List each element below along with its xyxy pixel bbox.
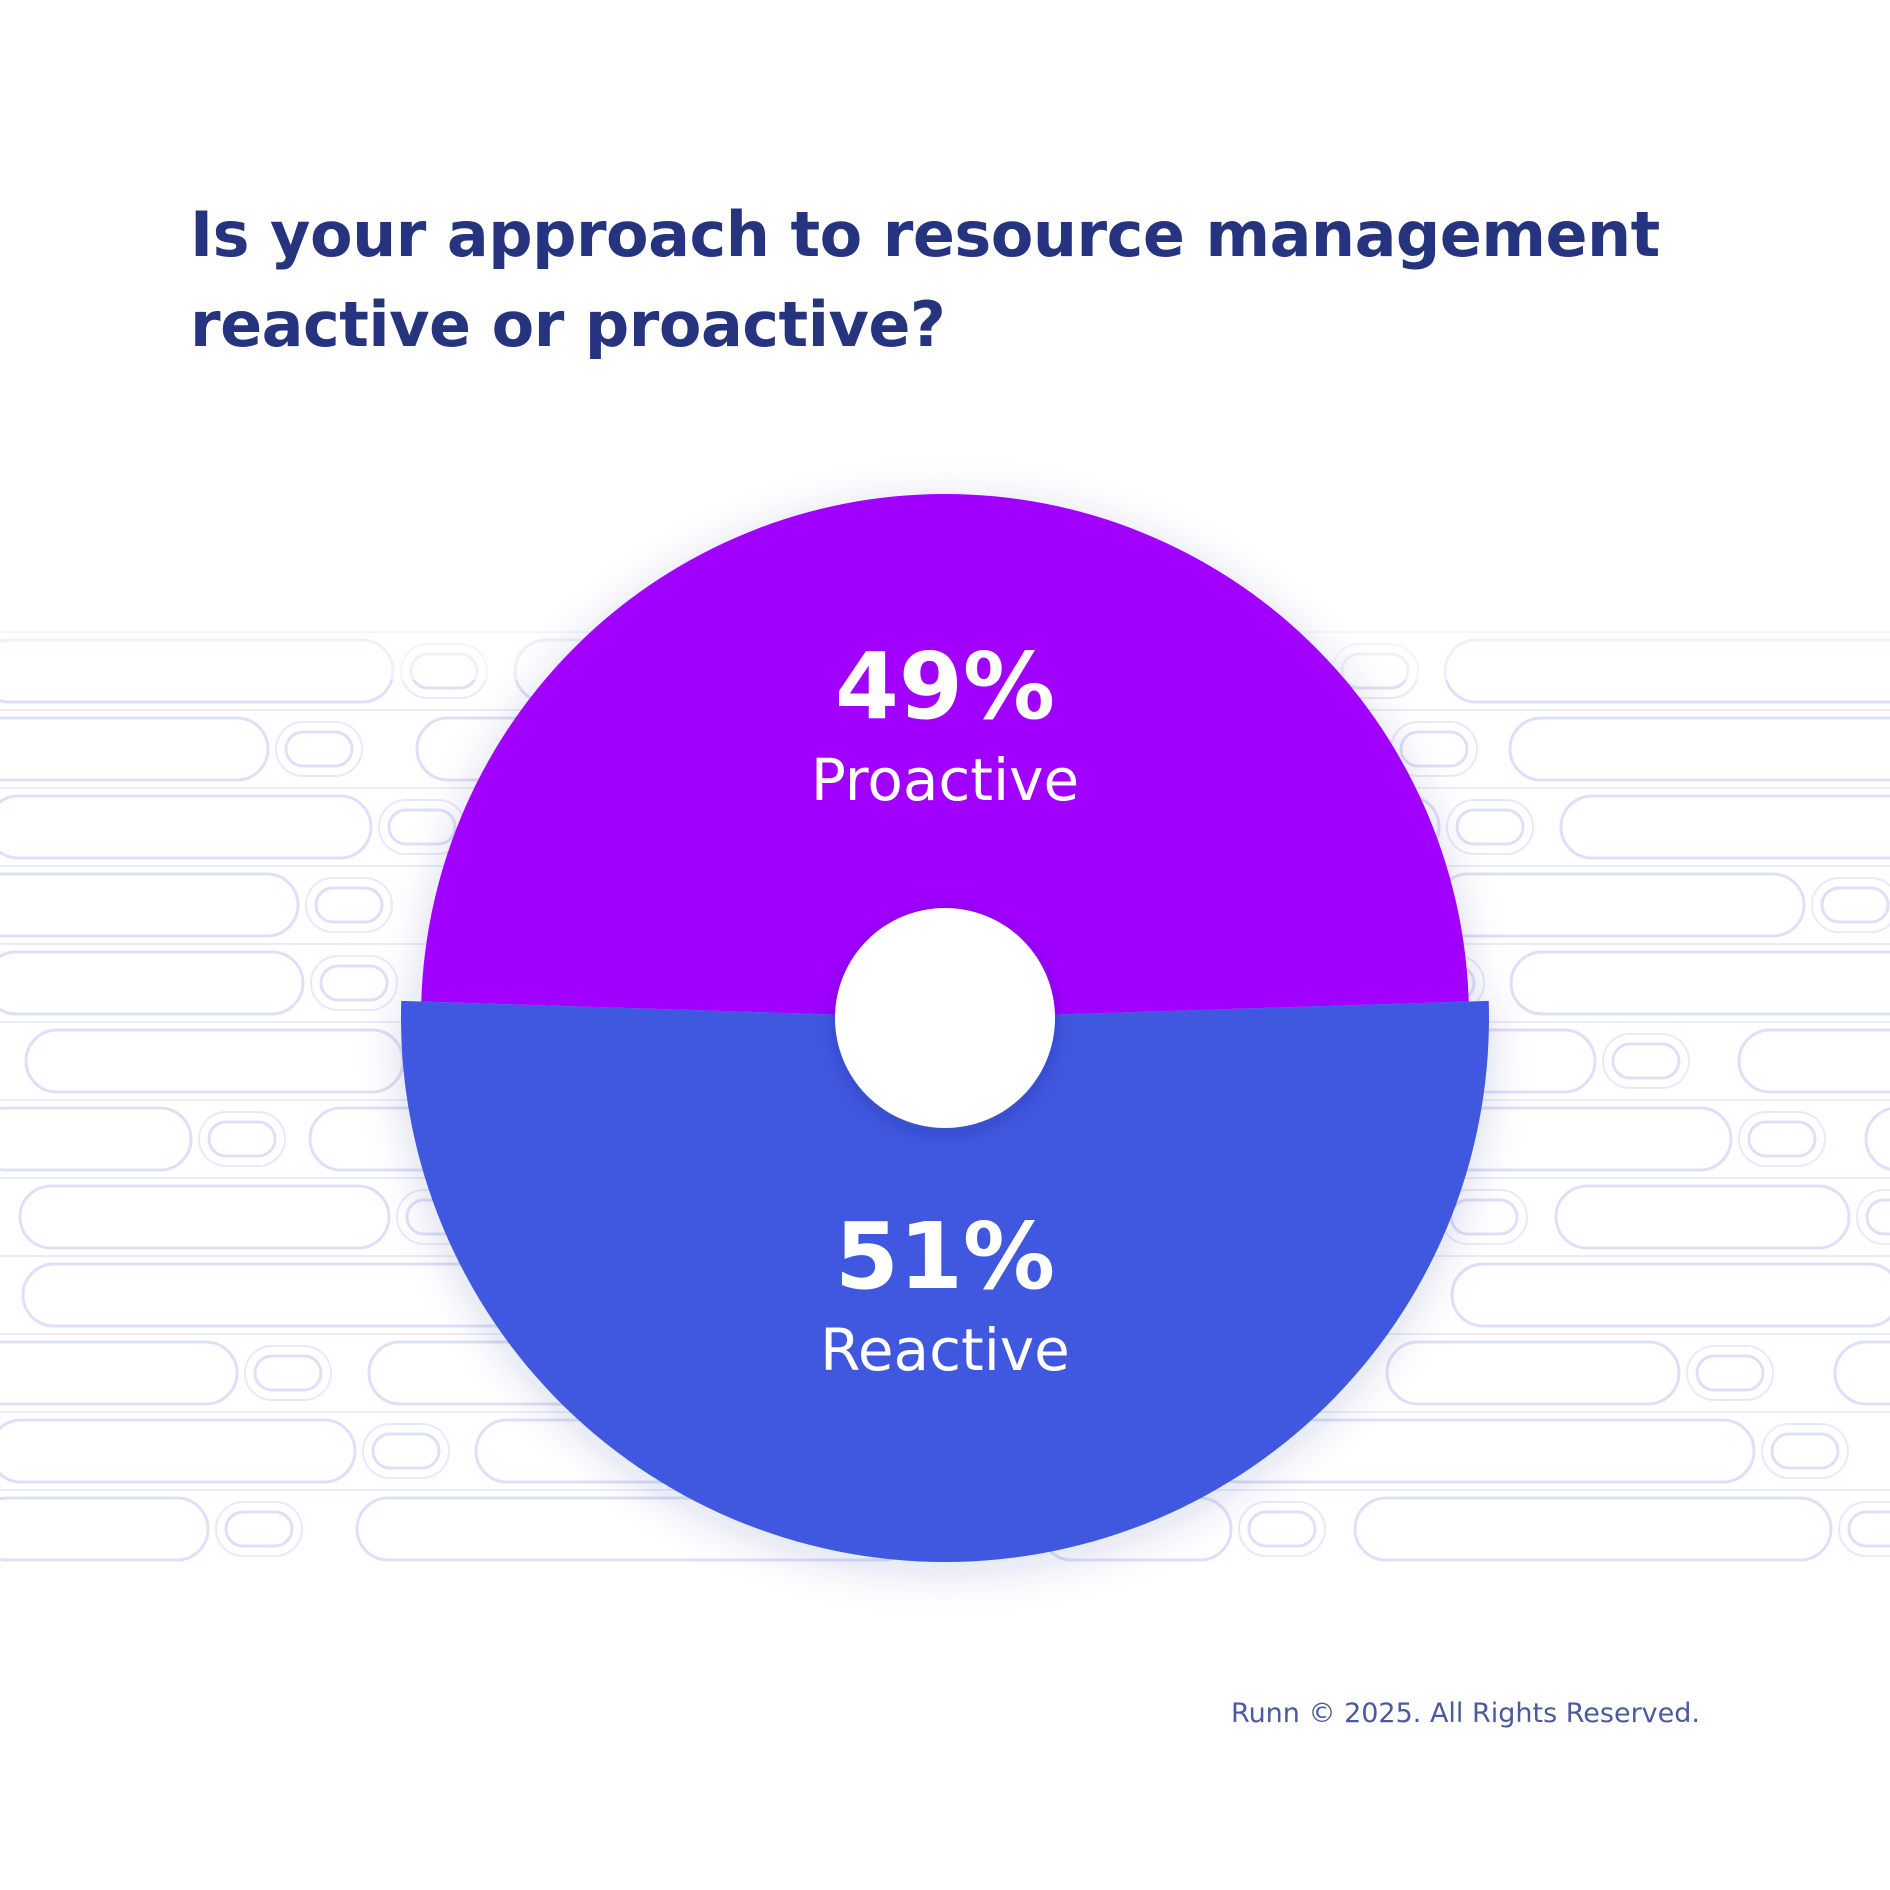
pattern-small-pill — [1399, 730, 1469, 768]
chart-title-line-2: reactive or proactive? — [190, 288, 946, 361]
pattern-small-pill — [1455, 808, 1525, 846]
pattern-pill — [24, 1028, 405, 1094]
chart-title: Is your approach to resource management … — [190, 190, 1690, 370]
pattern-small-pill-outline — [244, 1345, 332, 1401]
pattern-small-pill-outline — [1738, 1111, 1826, 1167]
pattern-small-pill-outline — [362, 1423, 450, 1479]
pattern-pill — [1559, 794, 1890, 860]
pattern-small-pill — [1747, 1120, 1817, 1158]
pattern-small-pill — [1449, 1198, 1519, 1236]
chart-title-line-1: Is your approach to resource management — [190, 198, 1660, 271]
pattern-small-pill — [1847, 1510, 1890, 1548]
pattern-pill — [0, 1340, 239, 1406]
copyright-footer: Runn © 2025. All Rights Reserved. — [1231, 1698, 1700, 1729]
pattern-pill — [1385, 1340, 1681, 1406]
pattern-small-pill — [207, 1120, 277, 1158]
pie-slice-proactive — [421, 493, 1469, 1018]
pattern-small-pill — [371, 1432, 441, 1470]
pattern-small-pill — [284, 730, 354, 768]
pattern-small-pill — [319, 964, 389, 1002]
pattern-small-pill — [1247, 1510, 1317, 1548]
pattern-pill — [18, 1184, 391, 1250]
pattern-small-pill — [314, 886, 384, 924]
pattern-small-pill — [253, 1354, 323, 1392]
pattern-small-pill-outline — [1446, 799, 1534, 855]
pattern-small-pill-outline — [1838, 1501, 1890, 1557]
pattern-pill — [1450, 1262, 1890, 1328]
pattern-pill — [1737, 1028, 1890, 1094]
pattern-small-pill-outline — [1686, 1345, 1774, 1401]
pattern-pill — [1435, 872, 1806, 938]
pie-slice-reactive — [401, 1000, 1489, 1562]
proactive-category-label: Proactive — [811, 746, 1079, 814]
pattern-small-pill-outline — [198, 1111, 286, 1167]
pattern-small-pill-outline — [310, 955, 398, 1011]
pattern-small-pill-outline — [275, 721, 363, 777]
pattern-small-pill — [1611, 1042, 1681, 1080]
pattern-small-pill — [1820, 886, 1890, 924]
pattern-pill — [1864, 1107, 1890, 1171]
pattern-small-pill — [387, 808, 457, 846]
pattern-small-pill — [1865, 1198, 1890, 1236]
pattern-pill — [1554, 1184, 1851, 1250]
pattern-small-pill-outline — [1856, 1189, 1890, 1245]
pattern-pill — [0, 872, 300, 938]
pattern-small-pill-outline — [1602, 1033, 1690, 1089]
reactive-percent-label: 51% — [835, 1203, 1055, 1310]
pattern-small-pill-outline — [305, 877, 393, 933]
pie-center-hole — [835, 908, 1055, 1128]
pie-chart — [401, 493, 1489, 1562]
pattern-pill — [0, 1418, 357, 1484]
pattern-pill — [1833, 1340, 1890, 1406]
pattern-pill — [0, 1496, 210, 1562]
pattern-small-pill — [1770, 1432, 1840, 1470]
pattern-small-pill — [224, 1510, 294, 1548]
pattern-pill — [0, 794, 373, 860]
pattern-pill — [1508, 716, 1890, 782]
pattern-small-pill-outline — [1238, 1501, 1326, 1557]
pattern-pill — [0, 950, 305, 1016]
pie-slices — [401, 493, 1489, 1562]
pattern-pill — [1353, 1496, 1833, 1562]
pie-labels: 49% Proactive 51% Reactive — [811, 633, 1079, 1384]
pattern-small-pill-outline — [1761, 1423, 1849, 1479]
pattern-pill — [0, 1106, 193, 1172]
pattern-pill — [0, 716, 270, 782]
pattern-small-pill-outline — [215, 1501, 303, 1557]
pattern-small-pill-outline — [1811, 877, 1890, 933]
proactive-percent-label: 49% — [835, 633, 1055, 740]
pattern-pill — [1509, 950, 1890, 1016]
pattern-small-pill — [1695, 1354, 1765, 1392]
reactive-category-label: Reactive — [820, 1316, 1070, 1384]
